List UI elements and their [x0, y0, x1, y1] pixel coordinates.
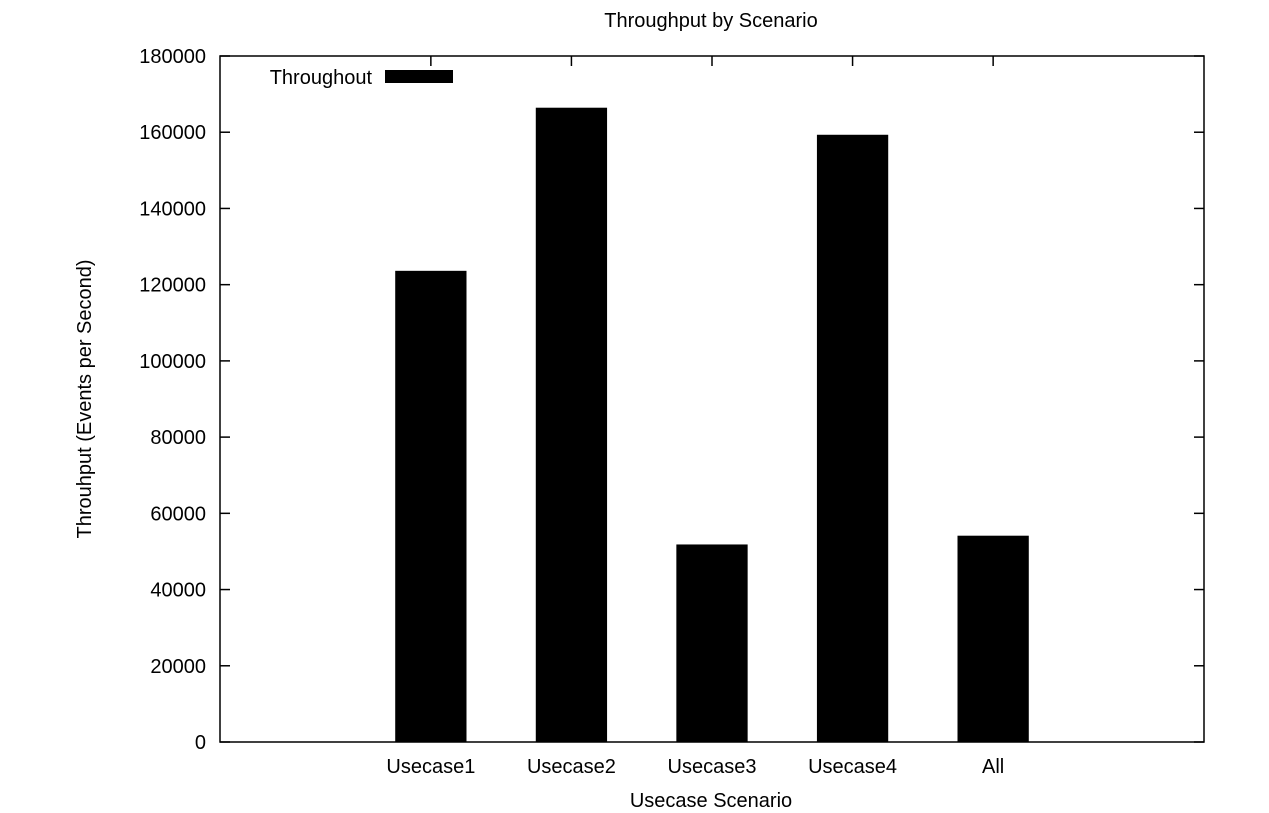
- bar-usecase1: [395, 270, 467, 743]
- x-axis-label: Usecase Scenario: [630, 790, 792, 812]
- x-tick-label: Usecase3: [668, 756, 757, 778]
- bar-usecase2: [535, 107, 608, 743]
- y-tick-label: 20000: [150, 656, 206, 678]
- bar-all: [957, 535, 1029, 743]
- legend: Throughout: [270, 67, 453, 89]
- x-tick-label: Usecase2: [527, 756, 616, 778]
- y-tick-label: 160000: [139, 122, 206, 144]
- y-tick-label: 0: [195, 732, 206, 754]
- bar-usecase4: [816, 134, 889, 743]
- bars: [395, 107, 1029, 743]
- y-tick-label: 120000: [139, 275, 206, 297]
- y-tick-label: 80000: [150, 427, 206, 449]
- y-tick-label: 60000: [150, 503, 206, 525]
- legend-label: Throughout: [270, 67, 373, 89]
- chart-title: Throughput by Scenario: [604, 10, 817, 32]
- axis-ticks: 0 20000 40000 60000 80000 100000 120000 140000 1…: [139, 46, 1204, 778]
- y-tick-label: 140000: [139, 198, 206, 220]
- y-tick-label: 100000: [139, 351, 206, 373]
- y-axis-label: Throuhput (Events per Second): [74, 259, 96, 538]
- x-tick-label: All: [982, 756, 1004, 778]
- x-tick-label: Usecase4: [808, 756, 897, 778]
- x-tick-label: Usecase1: [386, 756, 475, 778]
- legend-swatch: [385, 70, 453, 83]
- y-tick-label: 180000: [139, 46, 206, 68]
- bar-usecase3: [676, 544, 748, 743]
- y-tick-label: 40000: [150, 580, 206, 602]
